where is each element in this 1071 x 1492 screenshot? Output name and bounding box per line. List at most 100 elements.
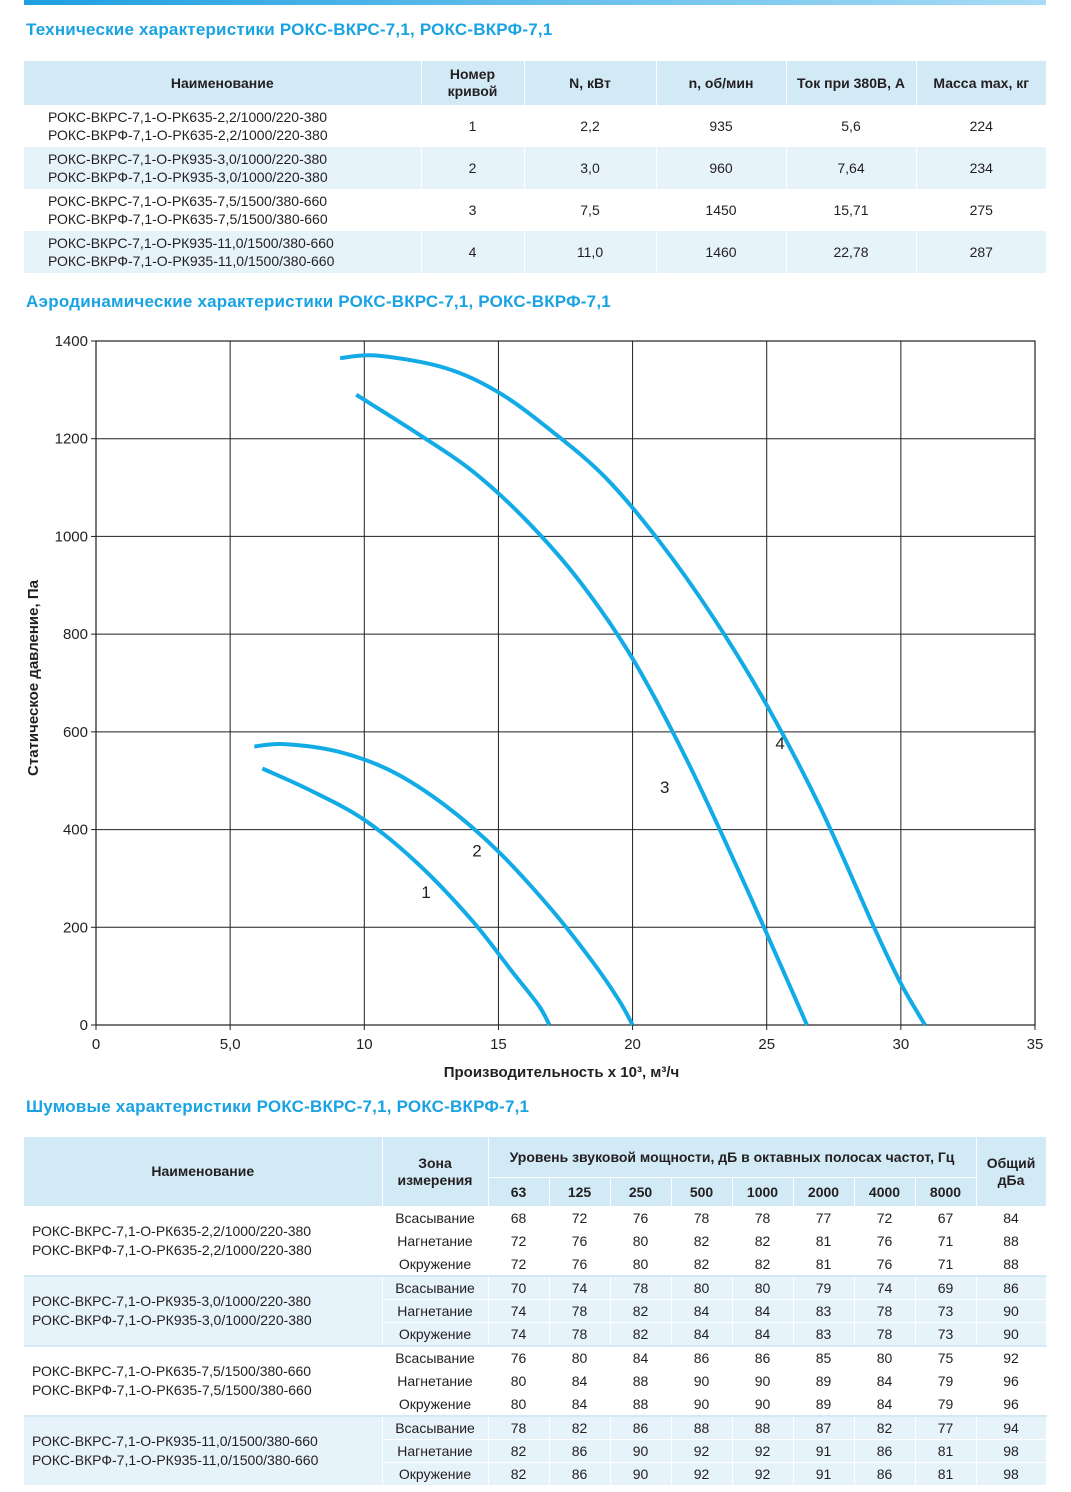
noise-cell-level: 76 — [549, 1252, 611, 1277]
freq-header: 1000 — [732, 1177, 794, 1207]
y-tick-label: 800 — [63, 626, 88, 643]
tech-cell-name: РОКС-ВКРС-7,1-О-РК935-3,0/1000/220-380 РО… — [24, 147, 422, 189]
noise-cell-level: 82 — [732, 1252, 794, 1277]
model-name-vkrs: РОКС-ВКРС-7,1-О-РК635-2,2/1000/220-380 — [32, 1223, 312, 1239]
noise-cell-level: 90 — [671, 1369, 733, 1393]
curve-label-3: 3 — [660, 778, 669, 797]
noise-cell-level: 90 — [610, 1462, 672, 1486]
noise-cell-total: 88 — [976, 1229, 1047, 1253]
model-name-vkrf: РОКС-ВКРФ-7,1-О-РК935-3,0/1000/220-380 — [48, 169, 328, 185]
freq-header: 500 — [671, 1177, 733, 1207]
tech-cell-power: 2,2 — [524, 105, 657, 147]
y-tick-label: 0 — [80, 1017, 88, 1034]
tech-section-title: Технические характеристики РОКС-ВКРС-7,1… — [26, 20, 553, 39]
noise-cell-level: 92 — [732, 1439, 794, 1463]
top-accent-bar — [24, 0, 1046, 5]
tech-cell-rpm: 1450 — [656, 189, 787, 231]
noise-cell-level: 82 — [671, 1229, 733, 1253]
noise-cell-zone: Нагнетание — [382, 1229, 489, 1253]
noise-cell-level: 74 — [488, 1299, 550, 1323]
noise-row: Окружение 80 84 88 90 90 89 84 79 96 — [24, 1392, 1047, 1417]
noise-cell-level: 72 — [549, 1206, 611, 1230]
noise-cell-level: 83 — [793, 1322, 855, 1347]
noise-cell-level: 78 — [549, 1322, 611, 1347]
noise-cell-level: 73 — [915, 1299, 977, 1323]
tech-cell-curve: 1 — [421, 105, 525, 147]
noise-cell-level: 89 — [793, 1369, 855, 1393]
y-tick-label: 1400 — [55, 333, 88, 350]
noise-row: РОКС-ВКРС-7,1-О-РК935-11,0/1500/380-660 Р… — [24, 1415, 1047, 1486]
tech-cell-power: 7,5 — [524, 189, 657, 231]
noise-cell-level: 71 — [915, 1252, 977, 1277]
tech-row: РОКС-ВКРС-7,1-О-РК635-2,2/1000/220-380 РО… — [24, 105, 1046, 147]
noise-cell-total: 88 — [976, 1252, 1047, 1277]
noise-cell-level: 90 — [732, 1369, 794, 1393]
noise-cell-level: 68 — [488, 1206, 550, 1230]
noise-row: Нагнетание 82 86 90 92 92 91 86 81 98 — [24, 1439, 1047, 1463]
noise-cell-level: 87 — [793, 1415, 855, 1440]
noise-row: Нагнетание 72 76 80 82 82 81 76 71 88 — [24, 1229, 1047, 1253]
noise-cell-level: 91 — [793, 1439, 855, 1463]
model-name-vkrs: РОКС-ВКРС-7,1-О-РК635-7,5/1500/380-660 — [32, 1363, 312, 1379]
noise-cell-zone: Окружение — [382, 1462, 489, 1486]
model-name-vkrf: РОКС-ВКРФ-7,1-О-РК635-7,5/1500/380-660 — [48, 211, 328, 227]
y-tick-label: 1200 — [55, 431, 88, 448]
noise-cell-level: 88 — [610, 1369, 672, 1393]
noise-cell-level: 76 — [488, 1345, 550, 1370]
curve-label-1: 1 — [421, 883, 430, 902]
x-tick-label: 25 — [758, 1036, 775, 1053]
noise-row: РОКС-ВКРС-7,1-О-РК635-2,2/1000/220-380 РО… — [24, 1206, 1047, 1277]
curve-4 — [339, 353, 927, 1027]
model-name-vkrs: РОКС-ВКРС-7,1-О-РК935-11,0/1500/380-660 — [48, 235, 334, 251]
tech-cell-name: РОКС-ВКРС-7,1-О-РК635-2,2/1000/220-380 РО… — [24, 105, 422, 147]
tech-cell-current: 22,78 — [786, 231, 917, 273]
y-tick-label: 400 — [63, 822, 88, 839]
noise-cell-level: 70 — [488, 1275, 550, 1300]
noise-cell-total: 86 — [976, 1275, 1047, 1300]
model-name-vkrs: РОКС-ВКРС-7,1-О-РК635-7,5/1500/380-660 — [48, 193, 328, 209]
noise-cell-level: 90 — [671, 1392, 733, 1417]
x-tick-label: 20 — [624, 1036, 641, 1053]
y-tick-label: 1000 — [55, 528, 88, 545]
noise-cell-level: 79 — [793, 1275, 855, 1300]
noise-cell-level: 84 — [854, 1392, 916, 1417]
noise-row: Нагнетание 80 84 88 90 90 89 84 79 96 — [24, 1369, 1047, 1393]
noise-cell-total: 84 — [976, 1206, 1047, 1230]
y-tick-label: 200 — [63, 919, 88, 936]
model-name-vkrf: РОКС-ВКРФ-7,1-О-РК935-11,0/1500/380-660 — [32, 1452, 319, 1468]
noise-cell-level: 79 — [915, 1392, 977, 1417]
x-tick-label: 35 — [1027, 1036, 1044, 1053]
noise-cell-level: 80 — [488, 1392, 550, 1417]
noise-cell-level: 84 — [549, 1369, 611, 1393]
noise-cell-total: 90 — [976, 1322, 1047, 1347]
noise-cell-level: 84 — [732, 1322, 794, 1347]
tech-cell-mass: 234 — [916, 147, 1046, 189]
noise-cell-level: 80 — [854, 1345, 916, 1370]
tech-col-name: Наименование — [24, 61, 422, 105]
noise-row: РОКС-ВКРС-7,1-О-РК935-3,0/1000/220-380 РО… — [24, 1275, 1047, 1347]
freq-header: 2000 — [793, 1177, 855, 1207]
tech-cell-current: 7,64 — [786, 147, 917, 189]
freq-header: 4000 — [854, 1177, 916, 1207]
noise-cell-level: 82 — [488, 1462, 550, 1486]
noise-cell-zone: Нагнетание — [382, 1369, 489, 1393]
noise-cell-zone: Всасывание — [382, 1415, 489, 1440]
noise-cell-name: РОКС-ВКРС-7,1-О-РК935-11,0/1500/380-660 Р… — [24, 1415, 383, 1486]
noise-cell-level: 76 — [854, 1229, 916, 1253]
noise-cell-level: 80 — [671, 1275, 733, 1300]
freq-header: 8000 — [915, 1177, 977, 1207]
noise-cell-total: 94 — [976, 1415, 1047, 1440]
tech-row: РОКС-ВКРС-7,1-О-РК935-3,0/1000/220-380 РО… — [24, 147, 1046, 189]
tech-cell-rpm: 935 — [656, 105, 787, 147]
noise-cell-level: 78 — [610, 1275, 672, 1300]
noise-cell-level: 92 — [732, 1462, 794, 1486]
noise-cell-level: 86 — [549, 1439, 611, 1463]
tech-cell-rpm: 960 — [656, 147, 787, 189]
noise-cell-level: 79 — [915, 1369, 977, 1393]
noise-cell-level: 72 — [488, 1229, 550, 1253]
tech-col-power: N, кВт — [524, 61, 657, 105]
noise-cell-level: 80 — [549, 1345, 611, 1370]
x-axis-label: Производительность х 10³, м³/ч — [444, 1064, 680, 1081]
noise-cell-level: 78 — [854, 1299, 916, 1323]
noise-cell-level: 73 — [915, 1322, 977, 1347]
